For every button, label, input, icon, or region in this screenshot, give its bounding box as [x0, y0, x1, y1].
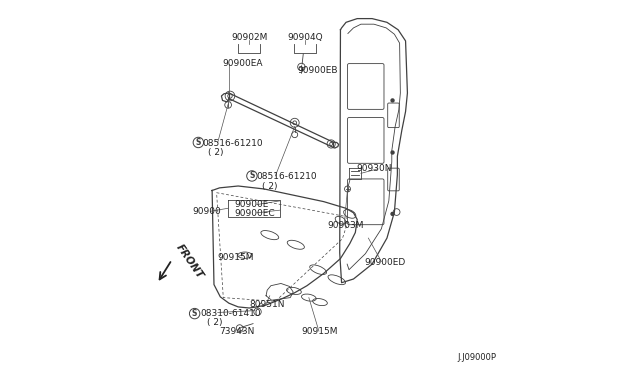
Text: 90930N: 90930N — [356, 164, 392, 173]
Text: 90915M: 90915M — [218, 253, 254, 262]
Text: FRONT: FRONT — [174, 242, 205, 280]
Circle shape — [391, 212, 394, 215]
Text: 08516-61210: 08516-61210 — [257, 172, 317, 181]
Text: J.J09000P: J.J09000P — [458, 353, 497, 362]
Text: 90900EC: 90900EC — [234, 209, 275, 218]
Text: 73943N: 73943N — [220, 327, 255, 336]
Text: 90900EA: 90900EA — [223, 59, 263, 68]
Text: 08516-61210: 08516-61210 — [203, 139, 264, 148]
Text: 90915M: 90915M — [301, 327, 338, 336]
Text: ( 2): ( 2) — [209, 148, 224, 157]
Text: S: S — [249, 171, 255, 180]
Text: ( 2): ( 2) — [262, 182, 278, 190]
Text: 90902M: 90902M — [231, 33, 268, 42]
Circle shape — [391, 99, 394, 102]
Text: 90900: 90900 — [193, 207, 221, 216]
Text: S: S — [192, 309, 197, 318]
Text: S: S — [196, 138, 201, 147]
Text: ( 2): ( 2) — [207, 318, 222, 327]
Text: 90900ED: 90900ED — [364, 258, 405, 267]
Text: 90904Q: 90904Q — [287, 33, 323, 42]
Text: 08310-61410: 08310-61410 — [200, 309, 261, 318]
Text: 90903M: 90903M — [328, 221, 364, 230]
Circle shape — [391, 151, 394, 154]
Text: 90900E: 90900E — [234, 200, 269, 209]
Text: 90900EB: 90900EB — [298, 66, 338, 75]
Text: 80951N: 80951N — [250, 300, 285, 309]
